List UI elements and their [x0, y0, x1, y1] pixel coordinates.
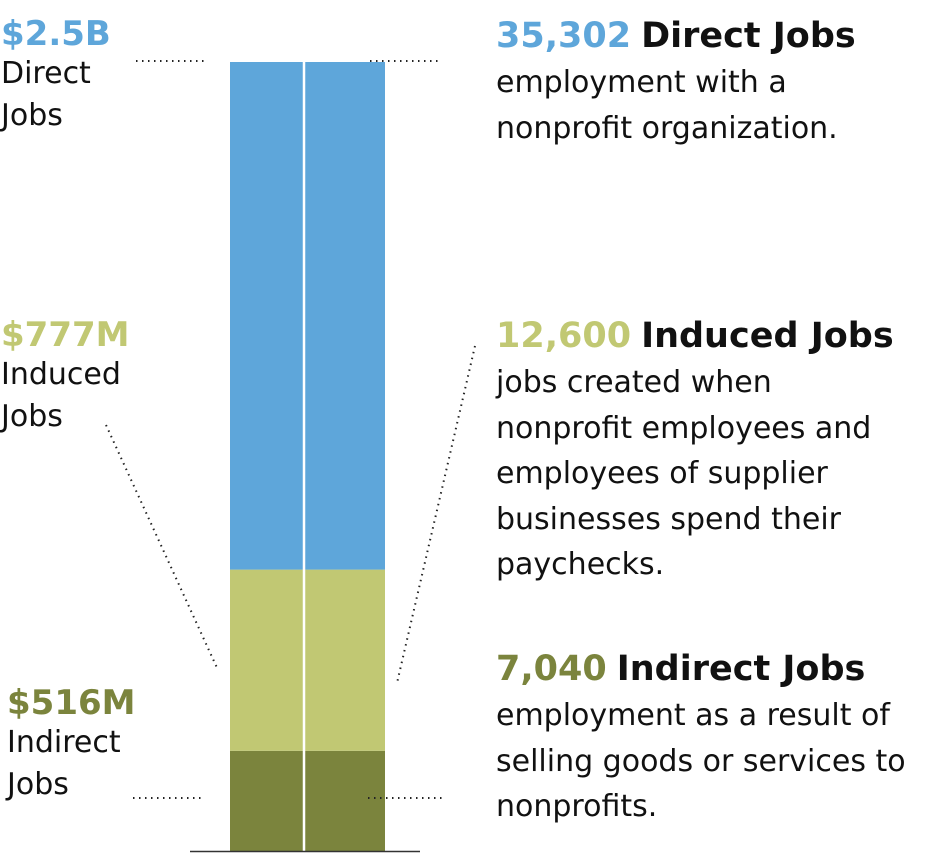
label-induced: $777M Induced Jobs — [1, 318, 129, 436]
jobs-count-direct: 35,302 — [496, 16, 632, 56]
description-indirect-text: employment as a result of selling goods … — [496, 698, 906, 824]
label-direct-line2: Jobs — [1, 98, 63, 133]
bar-segment-indirect-jobs — [230, 750, 385, 852]
jobs-count-induced: 12,600 — [496, 316, 632, 356]
label-direct-line1: Direct — [1, 56, 91, 91]
label-indirect-line2: Jobs — [7, 767, 69, 802]
jobs-title-direct: Direct Jobs — [641, 16, 856, 56]
description-indirect-heading: 7,040 Indirect Jobs — [496, 648, 921, 690]
amount-direct: $2.5B — [1, 14, 111, 54]
amount-indirect: $516M — [7, 683, 136, 723]
label-indirect: $516M Indirect Jobs — [7, 686, 135, 804]
label-indirect-line1: Indirect — [7, 725, 121, 760]
leader-induced-right — [396, 345, 476, 684]
bar-segment-induced-jobs — [230, 569, 385, 751]
label-induced-line2: Jobs — [1, 399, 63, 434]
description-direct-heading: 35,302 Direct Jobs — [496, 15, 921, 57]
label-direct: $2.5B Direct Jobs — [1, 17, 111, 135]
amount-induced: $777M — [1, 315, 130, 355]
description-induced: 12,600 Induced Jobs jobs created when non… — [496, 315, 921, 588]
description-induced-heading: 12,600 Induced Jobs — [496, 315, 921, 357]
description-direct: 35,302 Direct Jobs employment with a nonp… — [496, 15, 921, 151]
jobs-title-indirect: Indirect Jobs — [616, 649, 866, 689]
description-direct-text: employment with a nonprofit organization… — [496, 65, 838, 146]
jobs-title-induced: Induced Jobs — [641, 316, 894, 356]
leader-induced-left — [105, 424, 219, 671]
description-induced-text: jobs created when nonprofit employees an… — [496, 365, 872, 582]
label-induced-line1: Induced — [1, 357, 121, 392]
bar-segment-direct-jobs — [230, 62, 385, 570]
description-indirect: 7,040 Indirect Jobs employment as a resul… — [496, 648, 921, 830]
jobs-count-indirect: 7,040 — [496, 649, 607, 689]
